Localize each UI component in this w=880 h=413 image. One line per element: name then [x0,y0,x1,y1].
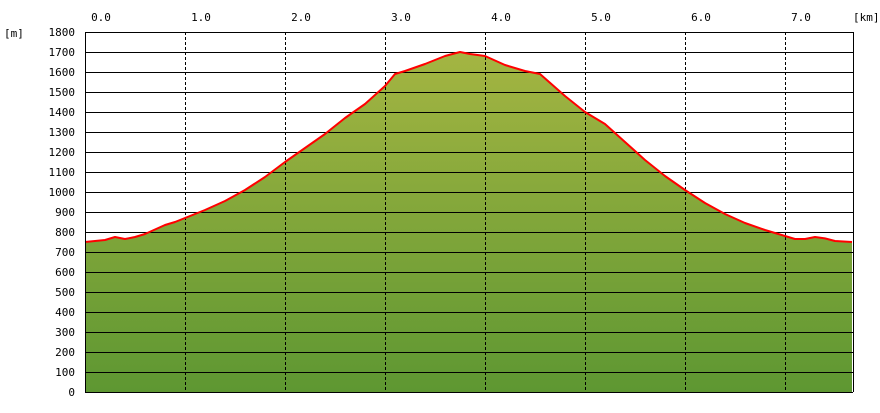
elevation-area-fill [85,52,852,392]
y-tick-label: 1800 [49,26,76,39]
x-tick-label: 5.0 [591,11,611,24]
y-tick-label: 0 [68,386,75,399]
x-tick-label: 2.0 [291,11,311,24]
y-tick-label: 900 [55,206,75,219]
y-tick-label: 600 [55,266,75,279]
x-tick-label: 6.0 [691,11,711,24]
x-tick-label: 7.0 [791,11,811,24]
y-tick-label: 100 [55,366,75,379]
x-tick-label: 1.0 [191,11,211,24]
y-tick-label: 1300 [49,126,76,139]
y-tick-label: 1400 [49,106,76,119]
y-tick-label: 300 [55,326,75,339]
y-tick-label: 1700 [49,46,76,59]
y-tick-label: 1600 [49,66,76,79]
y-axis-unit-label: [m] [4,27,24,40]
x-tick-label: 3.0 [391,11,411,24]
y-tick-label: 1200 [49,146,76,159]
y-tick-label: 700 [55,246,75,259]
x-tick-label: 0.0 [91,11,111,24]
y-tick-label: 1500 [49,86,76,99]
y-tick-label: 1000 [49,186,76,199]
x-tick-label: 4.0 [491,11,511,24]
y-tick-label: 1100 [49,166,76,179]
elevation-line [84,51,853,243]
y-tick-label: 500 [55,286,75,299]
y-tick-label: 800 [55,226,75,239]
y-tick-label: 200 [55,346,75,359]
y-tick-label: 400 [55,306,75,319]
x-axis-unit-label: [km] [853,11,880,24]
